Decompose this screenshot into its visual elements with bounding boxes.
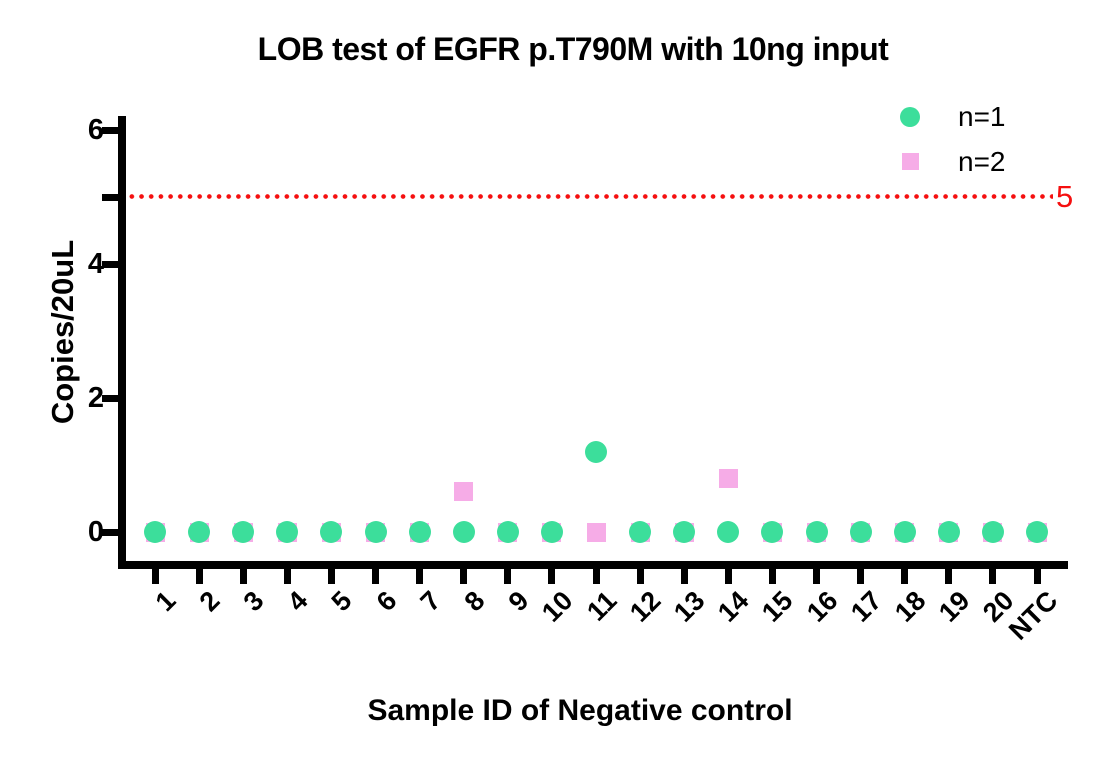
y-tick — [102, 394, 118, 402]
x-tick — [768, 569, 776, 584]
x-tick — [372, 569, 379, 584]
x-tick — [945, 569, 953, 584]
data-point-n1 — [893, 521, 916, 543]
data-point-n1 — [981, 521, 1004, 543]
data-point-n1 — [144, 521, 166, 543]
x-tick — [989, 569, 997, 584]
x-tick — [327, 569, 335, 584]
y-tick — [102, 528, 118, 536]
data-point-n1 — [585, 440, 607, 463]
data-point-n1 — [496, 521, 519, 543]
y-tick-label: 6 — [87, 114, 104, 146]
data-point-n1 — [805, 521, 828, 543]
y-tick — [102, 126, 118, 134]
x-axis-title: Sample ID of Negative control — [367, 694, 793, 727]
y-axis-spine — [118, 116, 126, 569]
data-point-n1 — [276, 521, 299, 543]
legend-marker-n1 — [900, 107, 920, 127]
x-tick — [1033, 569, 1041, 584]
y-axis-title: Copies/20uL — [45, 239, 80, 425]
data-point-n1 — [937, 521, 960, 543]
data-point-n1 — [364, 521, 387, 543]
data-point-n1 — [673, 521, 696, 543]
data-point-n1 — [188, 521, 211, 543]
data-point-n1 — [452, 521, 475, 543]
x-tick — [813, 569, 820, 584]
x-tick — [857, 569, 865, 584]
data-point-n1 — [761, 521, 784, 543]
data-point-n1 — [540, 521, 563, 543]
y-tick-label: 4 — [87, 248, 104, 280]
chart-title: LOB test of EGFR p.T790M with 10ng input — [257, 31, 889, 67]
x-tick — [283, 569, 291, 584]
data-point-n1 — [408, 521, 431, 543]
y-extra-tick — [102, 193, 118, 201]
x-tick — [460, 569, 468, 584]
x-tick — [680, 569, 688, 584]
y-tick-label: 2 — [87, 382, 104, 414]
data-point-n2 — [454, 482, 474, 502]
x-tick — [636, 569, 644, 584]
threshold-label: 5 — [1056, 179, 1074, 214]
data-point-n1 — [717, 521, 740, 543]
legend-label-n1: n=1 — [958, 101, 1006, 132]
legend-marker-n2 — [902, 153, 919, 170]
x-tick — [504, 569, 512, 584]
data-point-n1 — [320, 521, 343, 543]
x-axis-spine — [118, 561, 1068, 569]
x-tick — [592, 569, 600, 584]
x-tick — [195, 569, 203, 584]
data-point-n1 — [629, 521, 652, 543]
data-point-n1 — [232, 521, 255, 543]
data-point-n1 — [1026, 521, 1048, 543]
data-point-n1 — [849, 521, 872, 543]
data-point-n2 — [586, 522, 606, 542]
x-tick — [724, 569, 732, 584]
x-tick — [239, 569, 247, 584]
y-tick — [102, 260, 118, 268]
x-tick — [416, 569, 424, 584]
data-point-n2 — [718, 468, 738, 488]
x-tick — [151, 569, 159, 584]
x-tick — [901, 569, 909, 584]
x-tick — [548, 569, 556, 584]
legend-label-n2: n=2 — [958, 146, 1006, 177]
threshold-line — [127, 194, 1053, 199]
y-tick-label: 0 — [87, 516, 104, 548]
